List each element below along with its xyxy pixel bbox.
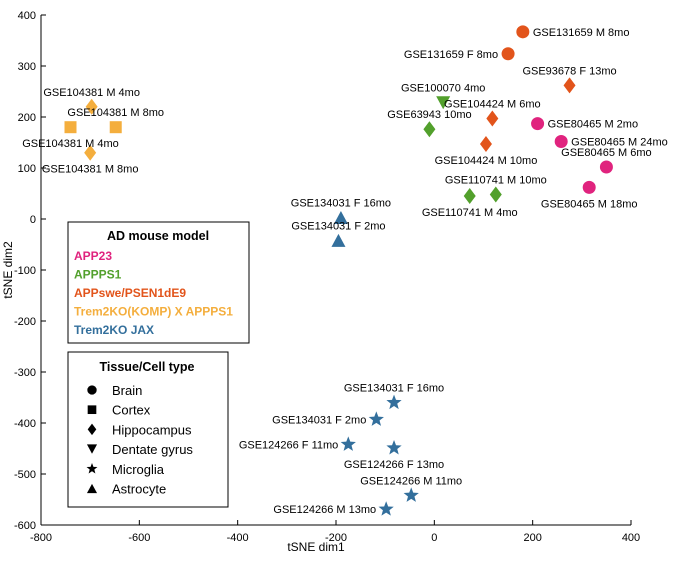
legend-tissue-item: Brain bbox=[112, 383, 142, 398]
data-point bbox=[378, 501, 394, 516]
data-point bbox=[64, 121, 77, 134]
y-tick-label: -300 bbox=[14, 367, 36, 379]
data-point bbox=[516, 25, 530, 39]
data-point bbox=[340, 436, 356, 451]
point-label: GSE124266 F 13mo bbox=[344, 459, 444, 471]
point-label: GSE131659 F 8mo bbox=[404, 49, 498, 61]
legend-model-box bbox=[67, 221, 250, 344]
point-label: GSE104381 M 4mo bbox=[22, 138, 119, 150]
point-label: GSE80465 M 24mo bbox=[571, 136, 668, 148]
point-label: GSE110741 M 4mo bbox=[422, 207, 518, 219]
legend-star-icon bbox=[86, 463, 98, 474]
point-label: GSE134031 F 16mo bbox=[344, 383, 444, 395]
data-point bbox=[563, 77, 576, 94]
y-tick-label: 100 bbox=[18, 163, 36, 175]
point-label: GSE104381 M 8mo bbox=[67, 107, 164, 119]
y-tick-label: -100 bbox=[14, 265, 36, 277]
data-point bbox=[554, 134, 568, 148]
point-label: GSE124266 M 11mo bbox=[360, 475, 462, 487]
point-label: GSE80465 M 6mo bbox=[561, 147, 652, 159]
point-label: GSE124266 F 11mo bbox=[239, 439, 338, 451]
point-label: GSE104381 M 4mo bbox=[43, 87, 140, 99]
data-point bbox=[331, 233, 346, 247]
x-tick-label: -200 bbox=[325, 532, 347, 544]
x-tick-label: 200 bbox=[523, 532, 541, 544]
legend-tissue-item: Hippocampus bbox=[112, 422, 192, 437]
y-tick-label: -500 bbox=[14, 469, 36, 481]
legend-tissue-item: Astrocyte bbox=[112, 482, 166, 497]
data-point bbox=[436, 96, 451, 110]
y-tick-label: 0 bbox=[30, 214, 36, 226]
legend-tissue-item: Cortex bbox=[112, 403, 151, 418]
legend-model-item: APPswe/PSEN1dE9 bbox=[74, 286, 186, 300]
legend-triangle-up-icon bbox=[86, 483, 98, 494]
data-point bbox=[423, 121, 436, 138]
y-tick-label: 400 bbox=[18, 10, 36, 22]
data-point bbox=[489, 186, 502, 203]
y-axis-label: tSNE dim2 bbox=[1, 241, 15, 299]
point-labels: GSE131659 M 8mo GSE131659 F 8mo GSE93678 F… bbox=[22, 27, 668, 516]
point-label: GSE104424 M 6mo bbox=[444, 99, 541, 111]
y-tick-label: -400 bbox=[14, 418, 36, 430]
data-points bbox=[64, 25, 613, 516]
point-label: GSE80465 M 2mo bbox=[548, 119, 639, 131]
data-point bbox=[463, 188, 476, 205]
x-tick-label: -800 bbox=[30, 532, 52, 544]
y-tick-label: 200 bbox=[18, 112, 36, 124]
data-point bbox=[386, 394, 402, 410]
point-label: GSE134031 F 2mo bbox=[291, 220, 385, 232]
data-point bbox=[599, 160, 613, 174]
data-point bbox=[85, 98, 98, 115]
legend-tissue-cell-type: Tissue/Cell type Brain Cortex Hippocampus De… bbox=[67, 351, 229, 508]
legend-model-item: Trem2KO JAX bbox=[74, 323, 154, 337]
legend-ad-mouse-model: AD mouse model APP23 APPPS1 APPswe/PSEN1dE9… bbox=[67, 221, 250, 344]
point-label: GSE100070 4mo bbox=[401, 83, 485, 95]
legend-model-item: APPPS1 bbox=[74, 268, 122, 282]
data-point bbox=[386, 439, 402, 455]
point-label: GSE131659 M 8mo bbox=[533, 27, 630, 39]
axes: -800 -600 -400 -200 0 200 4004003002001000-100… bbox=[1, 10, 640, 554]
data-point bbox=[486, 110, 499, 127]
point-label: GSE110741 M 10mo bbox=[445, 175, 547, 187]
point-label: GSE124266 M 13mo bbox=[273, 504, 376, 516]
data-point bbox=[333, 210, 348, 224]
data-point bbox=[109, 121, 122, 134]
data-point bbox=[403, 487, 419, 502]
legend-model-item: APP23 bbox=[74, 249, 112, 263]
data-point bbox=[531, 117, 545, 131]
point-label: GSE134031 F 2mo bbox=[272, 414, 366, 426]
legend-square-icon bbox=[87, 405, 97, 415]
x-axis-label: tSNE dim1 bbox=[287, 540, 345, 554]
data-point bbox=[84, 144, 97, 161]
point-label: GSE80465 M 18mo bbox=[541, 198, 638, 210]
legend-triangle-down-icon bbox=[86, 444, 98, 454]
data-point bbox=[479, 136, 492, 153]
x-tick-label: 400 bbox=[622, 532, 640, 544]
legend-model-item: Trem2KO(KOMP) X APPPS1 bbox=[74, 305, 233, 319]
data-point bbox=[501, 47, 515, 61]
legend-diamond-icon bbox=[87, 423, 97, 436]
legend-tissue-item: Dentate gyrus bbox=[112, 442, 193, 457]
legend-tissue-title: Tissue/Cell type bbox=[100, 360, 195, 374]
y-tick-label: -200 bbox=[14, 316, 36, 328]
y-tick-label: -600 bbox=[14, 520, 36, 532]
point-label: GSE63943 10mo bbox=[387, 109, 471, 121]
x-tick-label: -400 bbox=[227, 532, 249, 544]
x-tick-label: 0 bbox=[431, 532, 437, 544]
point-label: GSE134031 F 16mo bbox=[291, 197, 391, 209]
legend-tissue-item: Microglia bbox=[112, 462, 165, 477]
point-label: GSE93678 F 13mo bbox=[522, 65, 616, 77]
legend-circle-icon bbox=[87, 385, 97, 395]
point-label: GSE104424 M 10mo bbox=[435, 155, 538, 167]
x-tick-label: -600 bbox=[128, 532, 150, 544]
legend-model-title: AD mouse model bbox=[107, 229, 209, 243]
data-point bbox=[368, 411, 384, 426]
data-point bbox=[582, 180, 596, 194]
y-tick-label: 300 bbox=[18, 61, 36, 73]
point-label: GSE104381 M 8mo bbox=[42, 164, 139, 176]
